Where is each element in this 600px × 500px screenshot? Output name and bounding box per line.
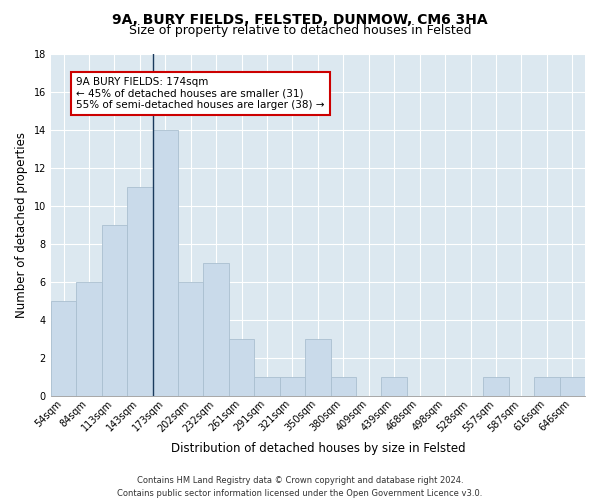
Bar — [152, 130, 178, 396]
Bar — [534, 377, 560, 396]
Bar — [305, 339, 331, 396]
Text: Contains HM Land Registry data © Crown copyright and database right 2024.
Contai: Contains HM Land Registry data © Crown c… — [118, 476, 482, 498]
Text: 9A, BURY FIELDS, FELSTED, DUNMOW, CM6 3HA: 9A, BURY FIELDS, FELSTED, DUNMOW, CM6 3H… — [112, 12, 488, 26]
Bar — [203, 263, 229, 396]
Bar — [483, 377, 509, 396]
Bar — [127, 187, 152, 396]
Bar — [76, 282, 101, 396]
Bar — [560, 377, 585, 396]
Bar — [254, 377, 280, 396]
Bar — [101, 225, 127, 396]
Text: Size of property relative to detached houses in Felsted: Size of property relative to detached ho… — [129, 24, 471, 37]
Text: 9A BURY FIELDS: 174sqm
← 45% of detached houses are smaller (31)
55% of semi-det: 9A BURY FIELDS: 174sqm ← 45% of detached… — [76, 77, 325, 110]
Bar — [382, 377, 407, 396]
X-axis label: Distribution of detached houses by size in Felsted: Distribution of detached houses by size … — [170, 442, 465, 455]
Bar — [331, 377, 356, 396]
Bar — [178, 282, 203, 396]
Bar — [51, 301, 76, 396]
Y-axis label: Number of detached properties: Number of detached properties — [15, 132, 28, 318]
Bar — [229, 339, 254, 396]
Bar — [280, 377, 305, 396]
